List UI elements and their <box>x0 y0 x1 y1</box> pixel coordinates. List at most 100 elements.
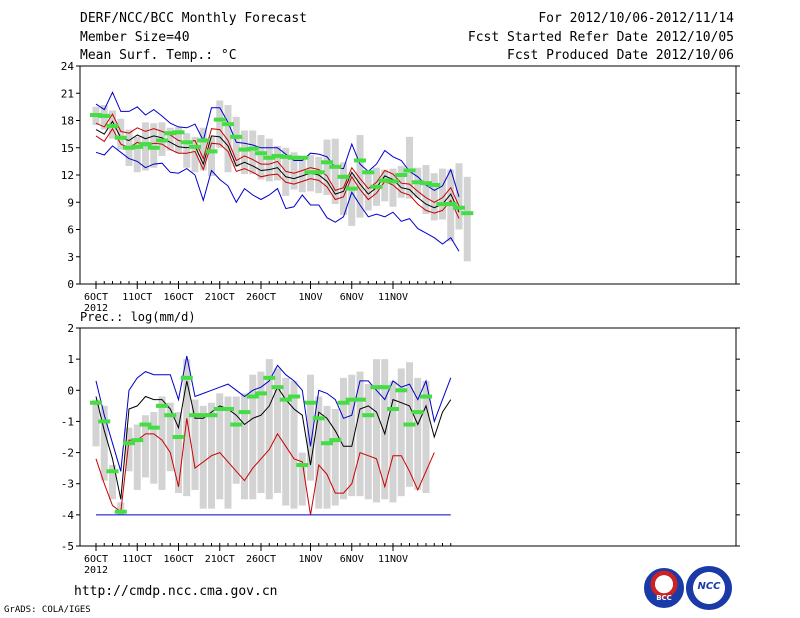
temp-y-tick-label: 0 <box>67 278 74 291</box>
temp-y-tick-label: 21 <box>61 87 74 100</box>
temp-median-marker <box>411 180 424 185</box>
prec-median-marker <box>123 441 135 446</box>
prec-spread-bar <box>381 359 389 500</box>
prec-median-marker <box>106 469 119 474</box>
prec-x-tick-label: 21OCT <box>205 554 235 565</box>
temp-median-marker <box>98 113 111 118</box>
temp-median-marker <box>263 155 276 160</box>
prec-median-marker <box>296 463 309 468</box>
temp-median-marker <box>189 144 201 149</box>
prec-x-tick-label: 6NOV <box>340 554 364 565</box>
temp-spread-bar <box>356 135 364 218</box>
temp-median-marker <box>370 184 383 189</box>
temp-x-tick-label: 21OCT <box>205 292 235 303</box>
prec-median-marker <box>131 438 144 443</box>
source-url: http://cmdp.ncc.cma.gov.cn <box>74 584 278 599</box>
temp-y-tick-label: 3 <box>67 251 74 264</box>
temp-median-marker <box>106 123 119 128</box>
prec-spread-bar <box>348 374 356 497</box>
prec-spread-bar <box>265 359 273 500</box>
temp-median-marker <box>246 146 259 151</box>
grads-credit: GrADS: COLA/IGES <box>4 605 91 615</box>
prec-spread-bar <box>307 374 314 481</box>
prec-median-marker <box>213 406 226 411</box>
prec-spread-bar <box>356 371 364 497</box>
bcc-logo: BCC <box>644 568 684 608</box>
prec-plot-frame <box>79 327 737 547</box>
prec-median-marker <box>98 419 111 424</box>
prec-median-marker <box>139 422 152 427</box>
prec-mean-line <box>95 380 452 500</box>
temp-ensemble-max-line <box>95 91 460 197</box>
temp-spread-bar <box>274 145 281 181</box>
prec-spread-bar <box>298 452 306 506</box>
prec-spread-bar <box>422 380 430 494</box>
temp-median-marker <box>139 142 152 147</box>
temp-spread-bar <box>381 169 389 202</box>
temp-median-marker <box>156 138 168 143</box>
prec-median-marker <box>329 438 342 443</box>
temp-median-marker <box>197 138 210 143</box>
prec-lower-band-line <box>95 418 435 515</box>
temp-median-marker <box>362 170 375 175</box>
prec-x-tick-label: 1NOV <box>298 554 322 565</box>
temp-median-marker <box>271 153 284 158</box>
prec-spread-bar <box>158 396 166 490</box>
temp-spread-bar <box>430 173 438 221</box>
prec-median-marker <box>90 400 102 405</box>
temp-median-marker <box>304 170 317 175</box>
prec-spread-bar <box>150 412 158 484</box>
prec-median-marker <box>238 410 251 415</box>
prec-spread-bar <box>257 371 265 494</box>
temp-x-tick-label: 1NOV <box>298 292 322 303</box>
temp-median-marker <box>395 173 408 177</box>
prec-median-marker <box>222 406 234 411</box>
temp-y-tick-label: 18 <box>61 115 74 128</box>
forecast-period: For 2012/10/06-2012/11/14 <box>538 11 734 26</box>
temp-spread-bar <box>117 118 125 150</box>
chart-title: DERF/NCC/BCC Monthly Forecast <box>80 11 307 26</box>
temp-median-marker <box>436 202 449 207</box>
temp-median-marker <box>172 130 185 135</box>
temp-spread-bar <box>265 138 273 182</box>
temp-median-marker <box>180 140 193 145</box>
temp-spread-bar <box>290 152 298 190</box>
temp-spread-bar <box>422 165 430 215</box>
member-size-label: Member Size=40 <box>80 30 190 45</box>
prec-ensemble-max-line <box>95 355 452 472</box>
temp-spread-bar <box>439 168 446 220</box>
prec-spread-bar <box>183 359 191 497</box>
variable-label: Mean Surf. Temp.: °C <box>80 48 237 63</box>
temp-spread-bar <box>191 136 199 173</box>
prec-median-marker <box>312 416 325 421</box>
temp-median-marker <box>444 202 457 207</box>
temp-median-marker <box>420 181 432 186</box>
prec-panel-title: Prec.: log(mm/d) <box>80 310 196 324</box>
prec-spread-bar <box>100 405 108 481</box>
temp-spread-bar <box>257 135 265 180</box>
prec-spread-bar <box>323 405 331 509</box>
temp-spread-bar <box>224 105 232 173</box>
prec-spread-bar <box>274 368 281 494</box>
prec-median-marker <box>180 375 193 380</box>
prec-median-marker <box>164 413 177 418</box>
prec-x-tick-label: 11OCT <box>122 554 152 565</box>
prec-median-marker <box>420 394 432 399</box>
temp-spread-bar <box>340 162 347 215</box>
temp-spread-bar <box>208 136 215 176</box>
temp-spread-bar <box>389 168 397 207</box>
prec-median-marker <box>230 422 243 427</box>
prec-spread-bar <box>199 405 207 509</box>
temp-x-tick-label: 16OCT <box>163 292 193 303</box>
temp-spread-bar <box>406 136 413 199</box>
prec-median-marker <box>370 385 383 390</box>
prec-median-marker <box>345 397 358 402</box>
temp-x-tick-label: 11OCT <box>122 292 152 303</box>
temp-spread-bar <box>463 176 471 262</box>
ncc-logo: NCC <box>686 566 732 610</box>
prec-x-year-label: 2012 <box>84 565 108 576</box>
prec-median-marker <box>279 397 292 402</box>
prec-median-marker <box>147 425 160 430</box>
prec-median-marker <box>378 385 391 390</box>
prec-x-tick-label: 11NOV <box>378 554 408 565</box>
